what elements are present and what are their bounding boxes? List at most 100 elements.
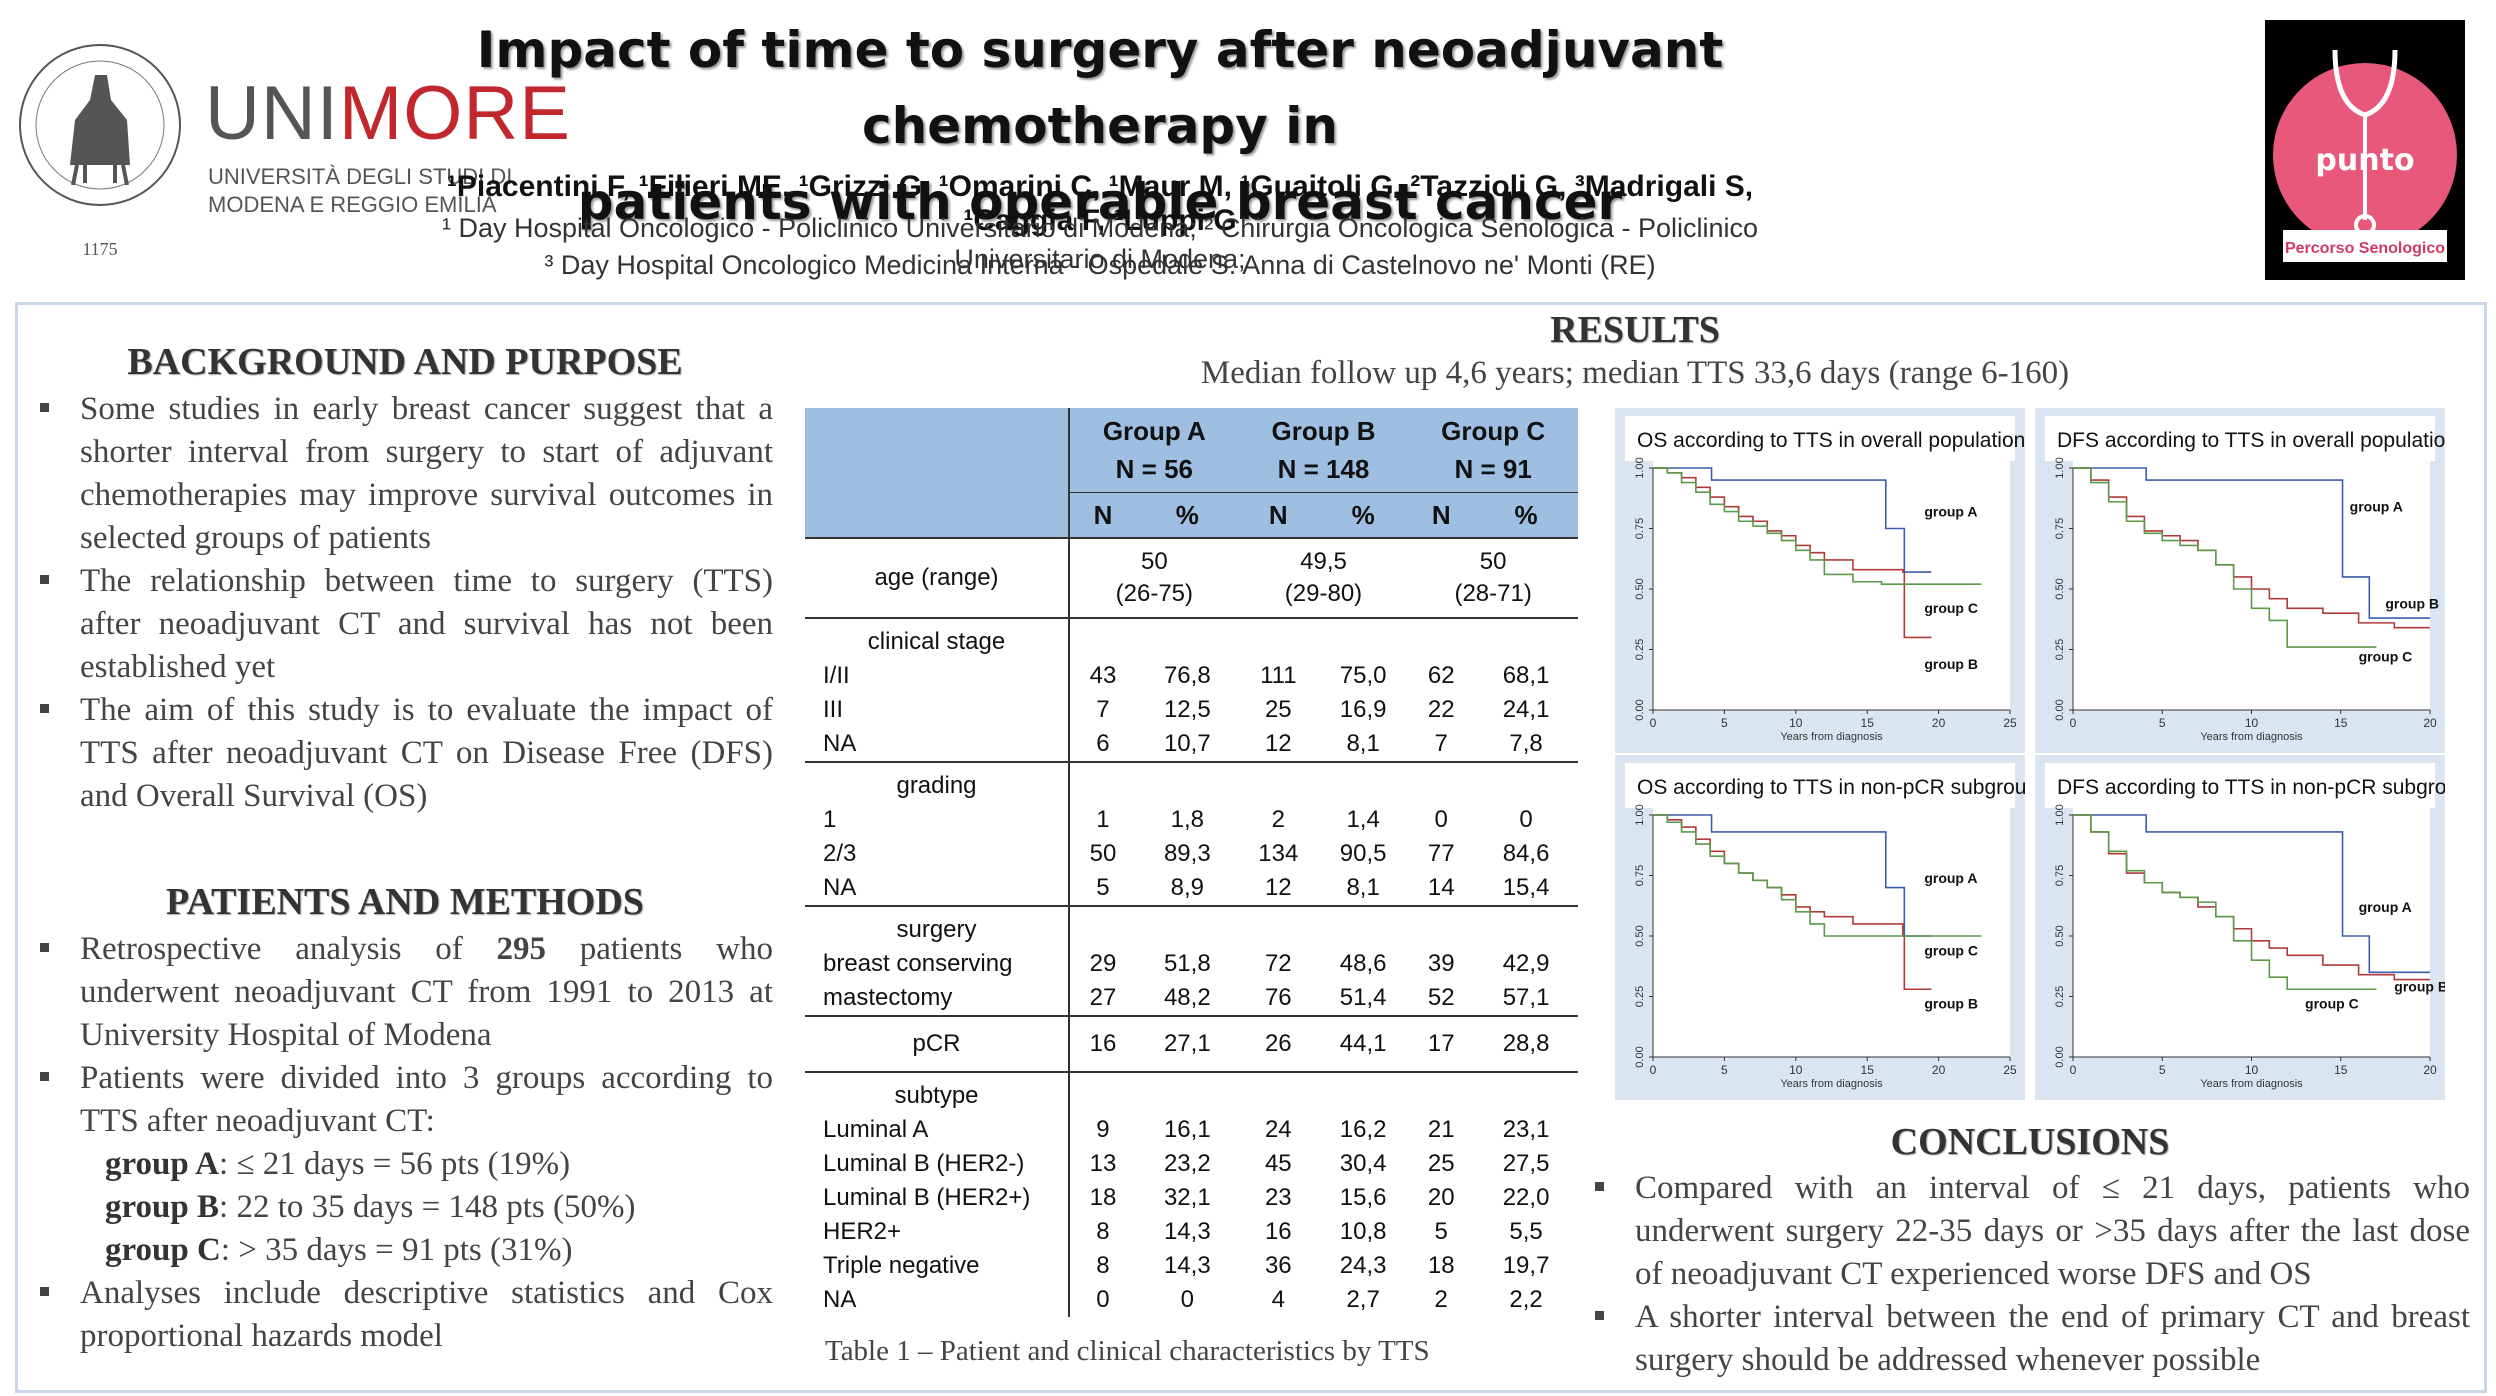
table-section-spacer (1069, 618, 1578, 659)
x-tick-label: 15 (2334, 716, 2348, 730)
curve-label: group A (1924, 870, 1977, 886)
table-cell: 19,7 (1502, 1252, 1550, 1279)
y-tick-label: 1.00 (2054, 804, 2066, 825)
table-cell: 0 (1519, 806, 1533, 833)
table-cell: 50 (26-75) (1069, 538, 1239, 619)
chart-title-background (1625, 763, 2015, 808)
table-cell: 29 (1089, 950, 1117, 977)
table-cell: 24 (1264, 1116, 1292, 1143)
title-line-2: patients with operable breast cancer (577, 173, 1623, 231)
table-cell: 18 (1089, 1184, 1117, 1211)
table-cell: 62 (1427, 662, 1455, 689)
group-a-name: group A (105, 1146, 220, 1182)
table-cell: 45 (1264, 1150, 1292, 1177)
table-row-label: NA (805, 727, 1070, 763)
table-cell: 14 (1408, 871, 1475, 907)
table-cell: 30,4 (1339, 1150, 1387, 1177)
table-cell: 8,1 (1317, 727, 1409, 763)
chart-title: DFS according to TTS in overall populati… (2057, 429, 2445, 452)
y-tick-label: 0.00 (1634, 1046, 1646, 1067)
table-cell: 90,5 (1339, 840, 1387, 867)
table-row-label: pCR (805, 1016, 1070, 1073)
x-tick-label: 20 (1932, 1063, 1946, 1077)
table-cell: 0 (1434, 806, 1448, 833)
chart-title-background (2045, 763, 2435, 808)
table-row: I/II 43 76,8 111 75,0 62 68,1 (805, 659, 1578, 693)
table-cell: 89,3 (1163, 840, 1211, 867)
table-cell: 10,8 (1339, 1218, 1387, 1245)
table-cell: 36 (1264, 1252, 1292, 1279)
unimore-logo: UNIMORE (205, 70, 571, 157)
methods-bullet-1-count: 295 (496, 931, 547, 967)
table-cell: 20 (1427, 1184, 1455, 1211)
x-axis-label: Years from diagnosis (2200, 731, 2303, 743)
table-cell: 42,9 (1502, 950, 1550, 977)
group-b-name: group B (105, 1189, 220, 1225)
table-cell: 2 (1271, 806, 1285, 833)
table-cell: 1 (1096, 806, 1110, 833)
table-row-label: NA (805, 871, 1070, 907)
x-tick-label: 0 (2070, 716, 2077, 730)
unimore-sub-line2: MODENA E REGGIO EMILIA (208, 192, 497, 217)
x-tick-label: 5 (1721, 1063, 1728, 1077)
km-curve-group-C (2073, 467, 2377, 648)
group-b-desc: : 22 to 35 days = 148 pts (50%) (219, 1189, 636, 1225)
table-cell: 10,7 (1135, 727, 1239, 763)
table-cell: 12 (1238, 727, 1318, 763)
table-section-header-row: surgery (805, 906, 1578, 947)
chart-title: OS according to TTS in overall populatio… (1637, 429, 2025, 452)
curve-label: group C (1924, 600, 1978, 616)
table-cell: 16 (1069, 1016, 1136, 1073)
table-row-label: HER2+ (805, 1215, 1070, 1249)
y-tick-label: 0.75 (2054, 518, 2066, 539)
affiliation-1: ¹ Day Hospital Oncologico - Policlinico … (441, 213, 1759, 274)
table-subhead-cell: % (1317, 492, 1409, 539)
chart-os-overall: OS according to TTS in overall populatio… (1625, 416, 2025, 743)
table-cell: 23,2 (1163, 1150, 1211, 1177)
x-tick-label: 20 (2423, 716, 2437, 730)
curve-label: group C (2359, 649, 2413, 665)
y-tick-label: 0.50 (1634, 578, 1646, 599)
table-cell: 22 (1427, 696, 1455, 723)
table-corner-cell (805, 408, 1070, 539)
table-cell: 51,8 (1163, 950, 1211, 977)
plot-area (1653, 460, 2010, 710)
table-cell: 7,8 (1474, 727, 1578, 763)
curve-label: group A (2350, 499, 2403, 515)
group-line-b: group B: 22 to 35 days = 148 pts (50%) (35, 1186, 773, 1229)
table-cell: 2,2 (1509, 1286, 1543, 1313)
curve-label: group A (1924, 503, 1977, 519)
table-cell: 27,1 (1135, 1016, 1239, 1073)
table-section-header-row: subtype (805, 1072, 1578, 1113)
y-tick-label: 0.25 (2054, 986, 2066, 1007)
chart-panel-dfs-overall: DFS according to TTS in overall populati… (2035, 408, 2457, 753)
table-row-label: Luminal B (HER2-) (805, 1147, 1070, 1181)
table-cell: 68,1 (1502, 662, 1550, 689)
table-caption: Table 1 – Patient and clinical character… (825, 1335, 1430, 1367)
curve-label: group B (1924, 656, 1978, 672)
table-cell: 84,6 (1502, 840, 1550, 867)
chart-panel-dfs-nonpcr: DFS according to TTS in non-pCR subgroup… (2035, 755, 2470, 1100)
x-tick-label: 5 (1721, 716, 1728, 730)
table-cell: 0 (1096, 1286, 1110, 1313)
table-cell: 16 (1264, 1218, 1292, 1245)
table-cell: 6 (1069, 727, 1136, 763)
chart-title: DFS according to TTS in non-pCR subgroup (2057, 776, 2445, 799)
methods-title: PATIENTS AND METHODS (166, 881, 644, 923)
table-cell: 39 (1427, 950, 1455, 977)
table-row-label: age (range) (805, 538, 1070, 619)
table-cell: 49,5 (29-80) (1238, 538, 1409, 619)
poster-header: 1175 UNIMORE UNIVERSITÀ DEGLI STUDI DI M… (0, 0, 2496, 300)
x-axis-label: Years from diagnosis (1780, 1078, 1883, 1090)
table-cell: 32,1 (1163, 1184, 1211, 1211)
title-line-1: Impact of time to surgery after neoadjuv… (476, 21, 1724, 155)
university-seal-logo: 1175 (19, 44, 181, 259)
group-c-name: group C (105, 1232, 221, 1268)
table-cell: 48,2 (1135, 981, 1239, 1017)
table-row: mastectomy 27 48,2 76 51,4 52 57,1 (805, 981, 1578, 1017)
seal-year: 1175 (82, 239, 117, 259)
table-row-label: breast conserving (805, 947, 1070, 981)
conclusions-bullet-1: Compared with an interval of ≤ 21 days, … (1590, 1167, 2470, 1296)
table-cell: 72 (1264, 950, 1292, 977)
group-header-name: Group A (1102, 416, 1206, 446)
